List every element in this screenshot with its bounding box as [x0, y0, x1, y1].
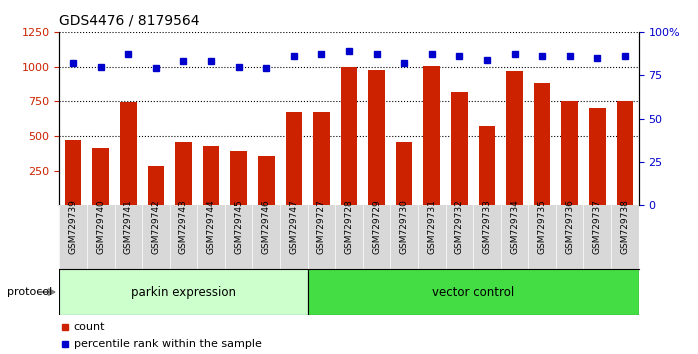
Bar — [534, 83, 551, 205]
Bar — [230, 151, 247, 205]
Bar — [506, 71, 523, 205]
Bar — [59, 269, 308, 315]
Bar — [175, 142, 192, 205]
Bar — [308, 269, 639, 315]
Bar — [616, 101, 633, 205]
Bar — [341, 67, 357, 205]
Text: GDS4476 / 8179564: GDS4476 / 8179564 — [59, 13, 200, 27]
Text: count: count — [74, 322, 105, 332]
Text: percentile rank within the sample: percentile rank within the sample — [74, 339, 262, 349]
Bar — [479, 126, 495, 205]
Bar — [285, 112, 302, 205]
Bar — [147, 166, 164, 205]
Bar — [313, 112, 329, 205]
Bar — [203, 145, 219, 205]
Bar — [396, 142, 413, 205]
Bar — [65, 140, 82, 205]
Bar — [424, 66, 440, 205]
Text: protocol: protocol — [7, 287, 52, 297]
Text: vector control: vector control — [432, 286, 514, 298]
Bar — [561, 101, 578, 205]
Bar — [120, 102, 137, 205]
Bar — [92, 148, 109, 205]
Bar — [258, 156, 274, 205]
Bar — [589, 108, 606, 205]
Text: parkin expression: parkin expression — [131, 286, 236, 298]
Bar — [451, 92, 468, 205]
Bar — [369, 70, 385, 205]
